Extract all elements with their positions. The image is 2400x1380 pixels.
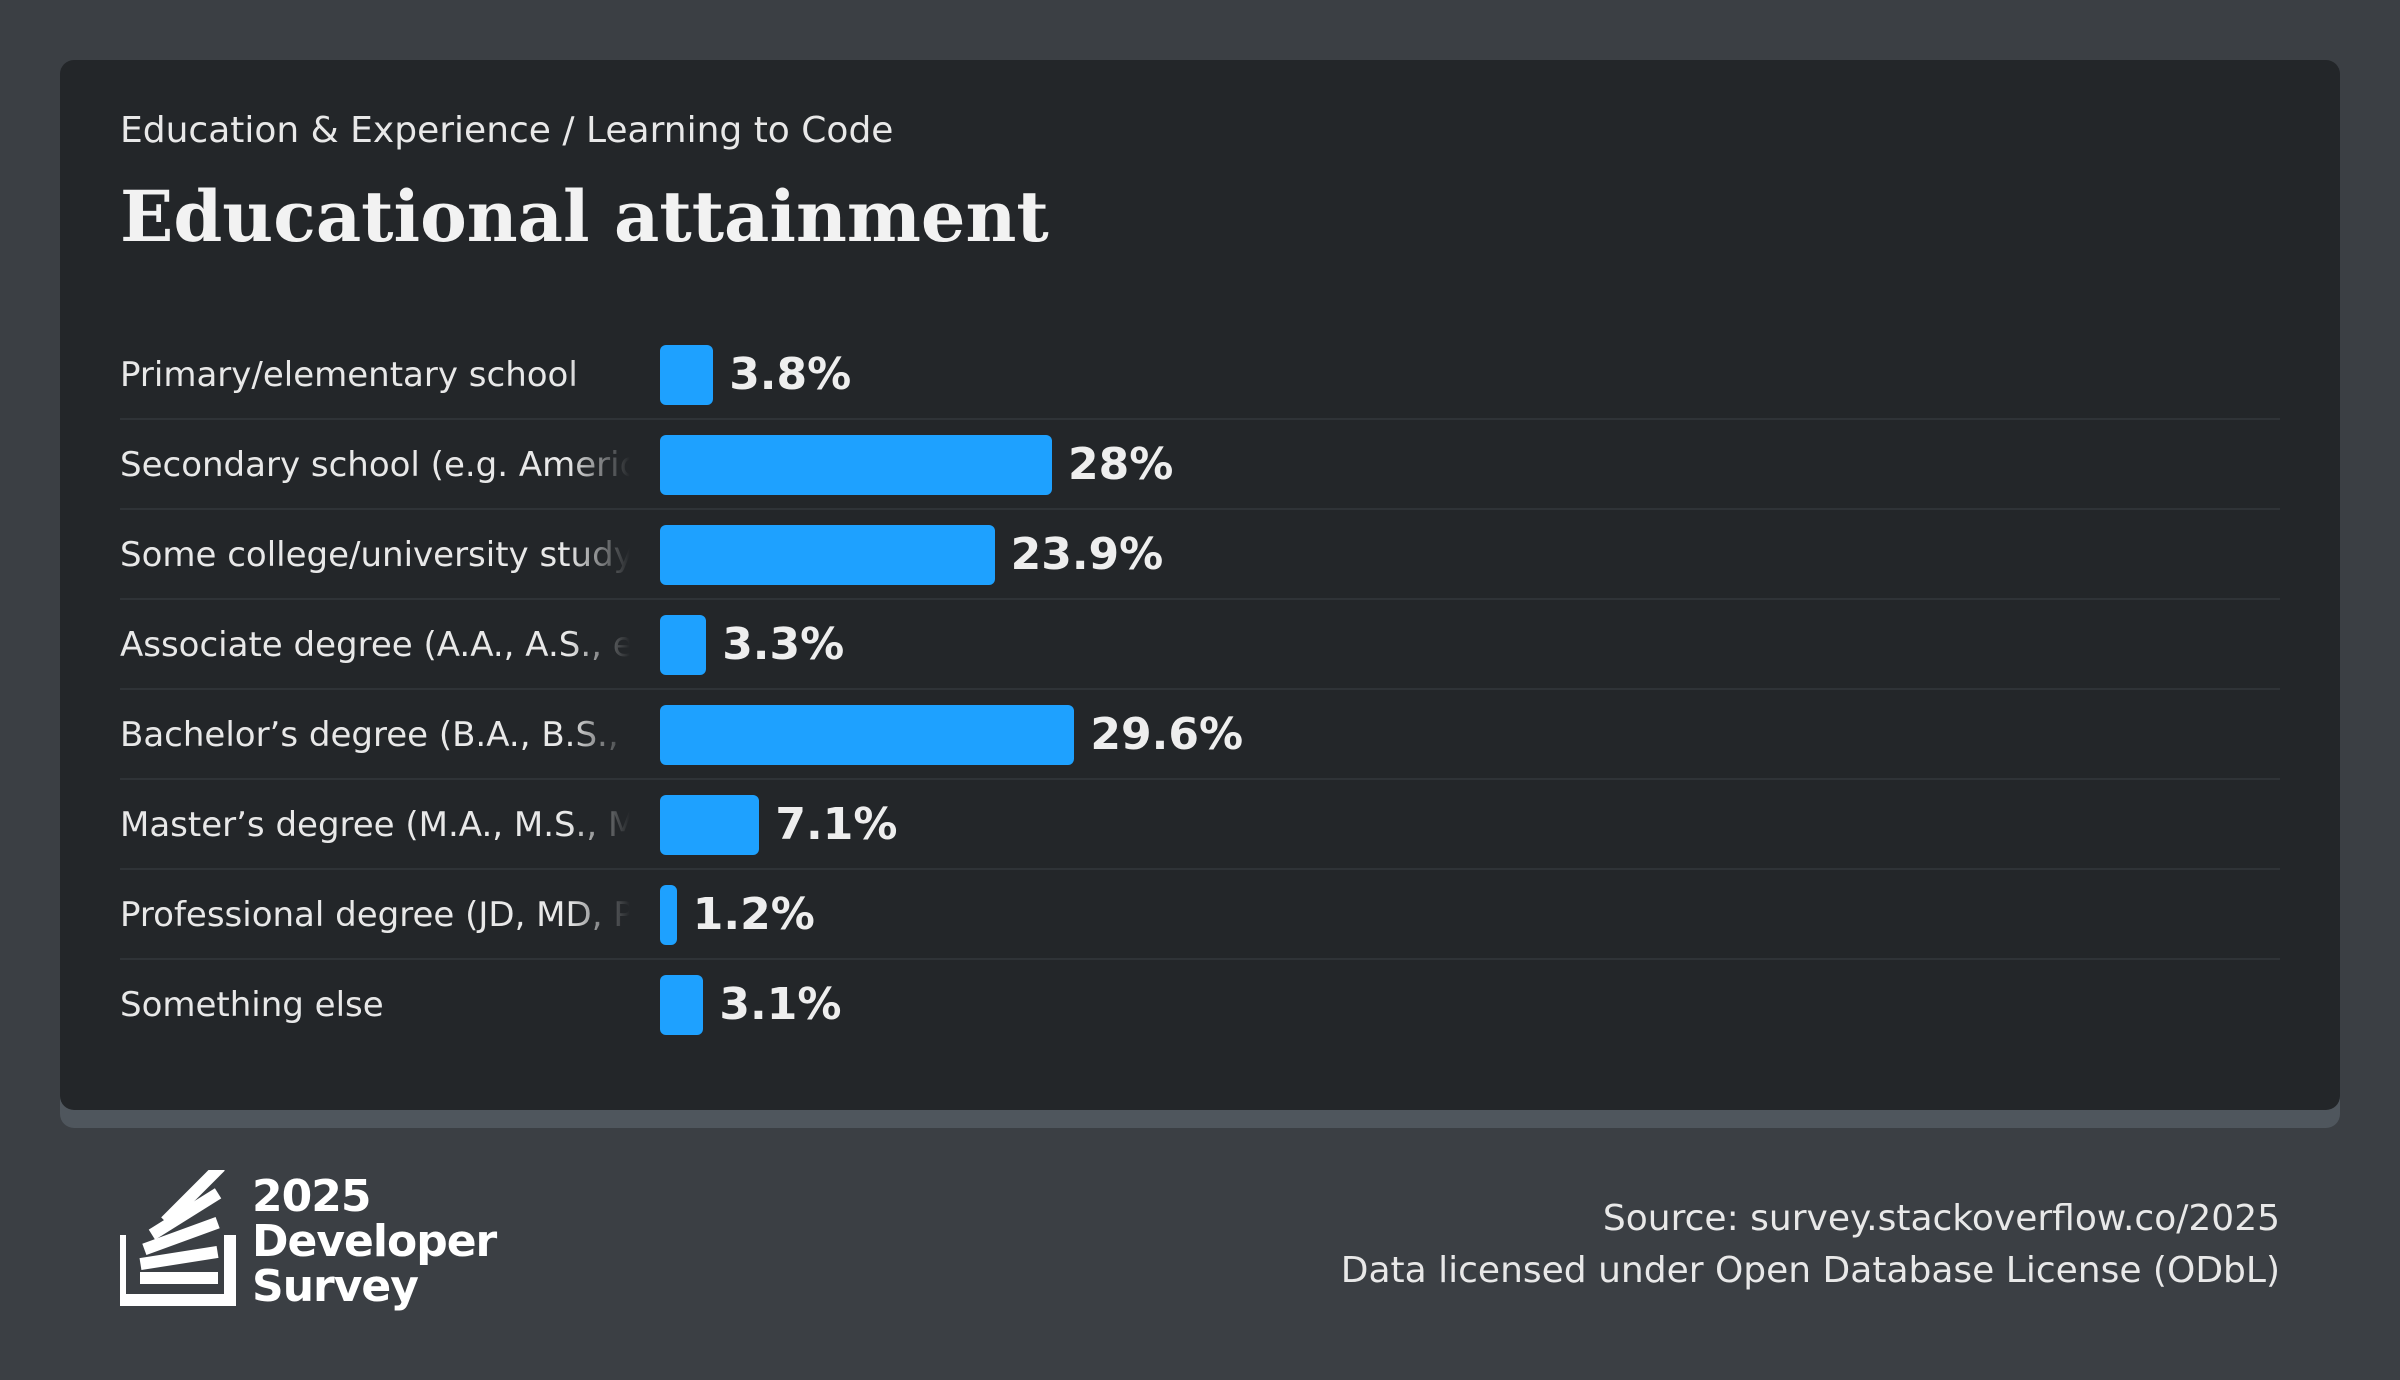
bar	[660, 435, 1052, 495]
survey-logo: 2025 Developer Survey	[114, 1162, 500, 1320]
page-title: Educational attainment	[120, 175, 1049, 258]
row-divider	[120, 868, 2280, 870]
bar	[660, 525, 995, 585]
row-divider	[120, 958, 2280, 960]
bar-value-label: 28%	[1068, 439, 1174, 490]
category-label: Associate degree (A.A., A.S., etc.)	[120, 625, 630, 665]
bar-value-label: 1.2%	[692, 889, 815, 940]
row-divider	[120, 598, 2280, 600]
chart-row: Secondary school (e.g. American high sch…	[120, 420, 2280, 510]
footer-credits: Source: survey.stackoverflow.co/2025 Dat…	[1341, 1193, 2280, 1297]
source-text: Source: survey.stackoverflow.co/2025	[1602, 1198, 2280, 1239]
chart-card	[60, 60, 2340, 1110]
category-label: Secondary school (e.g. American high sch…	[120, 445, 630, 485]
row-divider	[120, 778, 2280, 780]
chart-row: Something else 3.1%	[120, 960, 2280, 1050]
chart-row: Professional degree (JD, MD, Ph.D, Ed.D,…	[120, 870, 2280, 960]
category-label: Professional degree (JD, MD, Ph.D, Ed.D,…	[120, 895, 630, 935]
bar	[660, 795, 760, 855]
bar-value-label: 3.8%	[729, 349, 852, 400]
bar	[660, 885, 677, 945]
chart-row: Some college/university study without ea…	[120, 510, 2280, 600]
chart-row: Bachelor’s degree (B.A., B.S., B.Eng., e…	[120, 690, 2280, 780]
bar-value-label: 3.1%	[719, 979, 842, 1030]
row-divider	[120, 418, 2280, 420]
survey-logo-year: 2025	[252, 1171, 371, 1222]
row-divider	[120, 508, 2280, 510]
chart-row: Primary/elementary school 3.8%	[120, 330, 2280, 420]
bar	[660, 705, 1075, 765]
category-label: Bachelor’s degree (B.A., B.S., B.Eng., e…	[120, 715, 630, 755]
survey-logo-text: 2025 Developer Survey	[252, 1171, 497, 1312]
bar-chart: Primary/elementary school 3.8% Secondary s…	[120, 330, 2280, 1050]
license-text: Data licensed under Open Database Licens…	[1340, 1250, 2280, 1291]
category-label: Master’s degree (M.A., M.S., M.Eng., MBA…	[120, 805, 630, 845]
breadcrumb: Education & Experience / Learning to Cod…	[120, 110, 894, 151]
row-divider	[120, 688, 2280, 690]
survey-logo-line2: Survey	[252, 1261, 419, 1312]
bar-value-label: 29.6%	[1090, 709, 1244, 760]
bar-value-label: 3.3%	[722, 619, 845, 670]
bar	[660, 975, 704, 1035]
bar-value-label: 23.9%	[1010, 529, 1164, 580]
bar	[660, 345, 714, 405]
chart-row: Master’s degree (M.A., M.S., M.Eng., MBA…	[120, 780, 2280, 870]
bar-value-label: 7.1%	[775, 799, 898, 850]
category-label: Something else	[120, 985, 384, 1025]
survey-logo-line1: Developer	[252, 1216, 497, 1267]
category-label: Some college/university study without ea…	[120, 535, 630, 575]
stack-logo-icon	[114, 1162, 236, 1306]
bar	[660, 615, 707, 675]
chart-row: Associate degree (A.A., A.S., etc.) 3.3%	[120, 600, 2280, 690]
category-label: Primary/elementary school	[120, 355, 578, 395]
